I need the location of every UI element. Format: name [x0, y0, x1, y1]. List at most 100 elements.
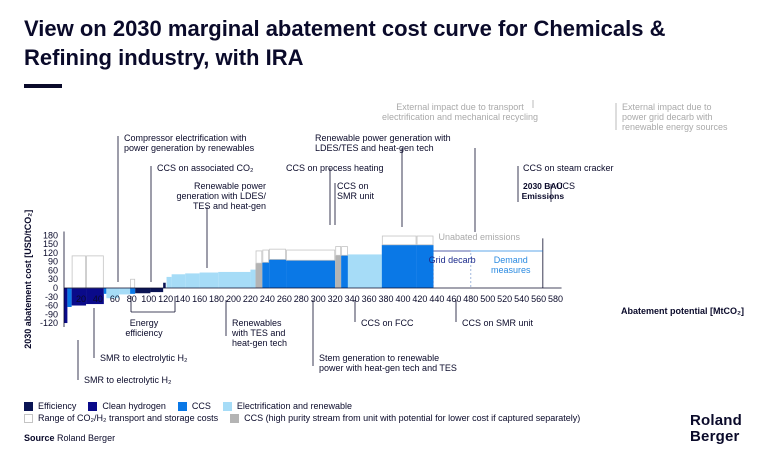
annotation-ccs-smr-bottom: CCS on SMR unit [462, 318, 534, 328]
x-tick-label: 100 [141, 294, 156, 304]
range-box [341, 246, 348, 256]
bar [67, 288, 72, 307]
bar [286, 260, 336, 288]
x-tick-label: 420 [412, 294, 427, 304]
bar [171, 274, 186, 288]
x-tick-label: 140 [175, 294, 190, 304]
y-tick-label: 60 [48, 265, 58, 275]
bau-label: 2030 BAU Emissions [522, 181, 565, 201]
chart-title: View on 2030 marginal abatement cost cur… [24, 16, 666, 70]
legend-swatch [177, 401, 187, 411]
annotation-ccs-smr-top: CCS on SMR unit [337, 181, 375, 201]
x-tick-label: 200 [226, 294, 241, 304]
bar [103, 288, 107, 294]
bars [64, 235, 434, 324]
x-tick-label: 400 [395, 294, 410, 304]
x-tick-label: 540 [514, 294, 529, 304]
y-tick-label: 90 [48, 257, 58, 267]
brand-line: Roland [690, 412, 743, 429]
legend: Efficiency Clean hydrogen CCS Electrific… [24, 400, 592, 424]
x-tick-label: 220 [243, 294, 258, 304]
bar [255, 263, 263, 288]
bar [150, 288, 164, 293]
annotation-renewables-tes: Renewables with TES and heat-gen tech [231, 318, 287, 348]
annotation-leader-lines [77, 100, 617, 380]
legend-label: Clean hydrogen [102, 401, 166, 411]
y-tick-label: 150 [43, 239, 58, 249]
x-tick-label: 120 [158, 294, 173, 304]
annotation-ccs-steam-cracker: CCS on steam cracker [523, 163, 614, 173]
x-tick-label: 40 [93, 294, 103, 304]
legend-item-ccs-high-purity: CCS (high purity stream from unit with p… [230, 413, 580, 423]
bar [185, 273, 200, 288]
annotation-external-grid: External impact due to power grid decarb … [622, 102, 728, 132]
annotation-ccs-fcc: CCS on FCC [361, 318, 414, 328]
x-tick-label: 560 [531, 294, 546, 304]
brand-line: Berger [690, 428, 740, 445]
x-tick-label: 460 [446, 294, 461, 304]
y-tick-label: 30 [48, 274, 58, 284]
legend-swatch [24, 413, 33, 423]
annotation-ccs-process-heating: CCS on process heating [286, 163, 384, 173]
x-tick-label: 180 [209, 294, 224, 304]
bar [163, 282, 166, 288]
annotation-ccs-associated: CCS on associated CO₂ [157, 163, 254, 173]
y-tick-label: -60 [45, 301, 58, 311]
legend-label: Efficiency [38, 401, 77, 411]
range-box [86, 255, 104, 289]
legend-item-electrification: Electrification and renewable [222, 401, 352, 411]
x-tick-label: 320 [328, 294, 343, 304]
bar [106, 288, 120, 299]
annotation-ccs: CCS [556, 181, 575, 191]
legend-swatch [230, 413, 240, 423]
bar [71, 288, 87, 306]
legend-swatch [222, 401, 232, 411]
axes [63, 231, 562, 328]
x-tick-label: 300 [311, 294, 326, 304]
x-tick-label: 160 [192, 294, 207, 304]
brand-logo: Roland Berger [690, 413, 742, 445]
bar [250, 269, 256, 288]
legend-swatch [24, 401, 33, 411]
bar [166, 276, 172, 288]
grid-decarb-label: Grid decarb [429, 255, 476, 265]
range-box [262, 249, 269, 263]
range-box [255, 250, 263, 264]
bar [135, 288, 151, 294]
source-note: Source Roland Berger [24, 433, 115, 443]
legend-row: Range of CO₂/H₂ transport and storage co… [24, 412, 592, 424]
bar [119, 288, 131, 295]
bar [335, 255, 342, 288]
range-box [286, 249, 336, 261]
annotation-stem-generation: Stem generation to renewable power with h… [319, 353, 457, 373]
annotation-external-transport: External impact due to transport electrif… [382, 102, 538, 122]
x-axis-title: Abatement potential [MtCO₂] [621, 306, 744, 316]
annotation-smr-h2-2: SMR to electrolytic H₂ [84, 375, 172, 385]
legend-label: CCS [191, 401, 211, 411]
annotation-energy-efficiency: Energy efficiency [125, 318, 163, 338]
y-tick-label: -120 [40, 318, 58, 328]
bar [416, 244, 434, 288]
range-box [381, 235, 417, 246]
x-tick-label: 280 [294, 294, 309, 304]
y-tick-label: -90 [45, 309, 58, 319]
legend-swatch [88, 401, 98, 411]
annotation-compressor: Compressor electrification with power gen… [124, 133, 255, 153]
x-tick-label: 500 [480, 294, 495, 304]
x-tick-label: 360 [362, 294, 377, 304]
x-tick-label: 340 [345, 294, 360, 304]
x-tick-label: 440 [429, 294, 444, 304]
y-tick-label: 180 [43, 230, 58, 240]
x-tick-label: 480 [463, 294, 478, 304]
range-box [71, 255, 86, 289]
title-underline [24, 84, 62, 88]
bar [262, 262, 270, 288]
legend-label: CCS (high purity stream from unit with p… [244, 413, 581, 423]
x-tick-label: 20 [76, 294, 86, 304]
range-box [335, 246, 342, 256]
legend-item-transport-range: Range of CO₂/H₂ transport and storage co… [24, 413, 218, 423]
legend-item-efficiency: Efficiency [24, 401, 76, 411]
x-tick-label: 580 [548, 294, 563, 304]
